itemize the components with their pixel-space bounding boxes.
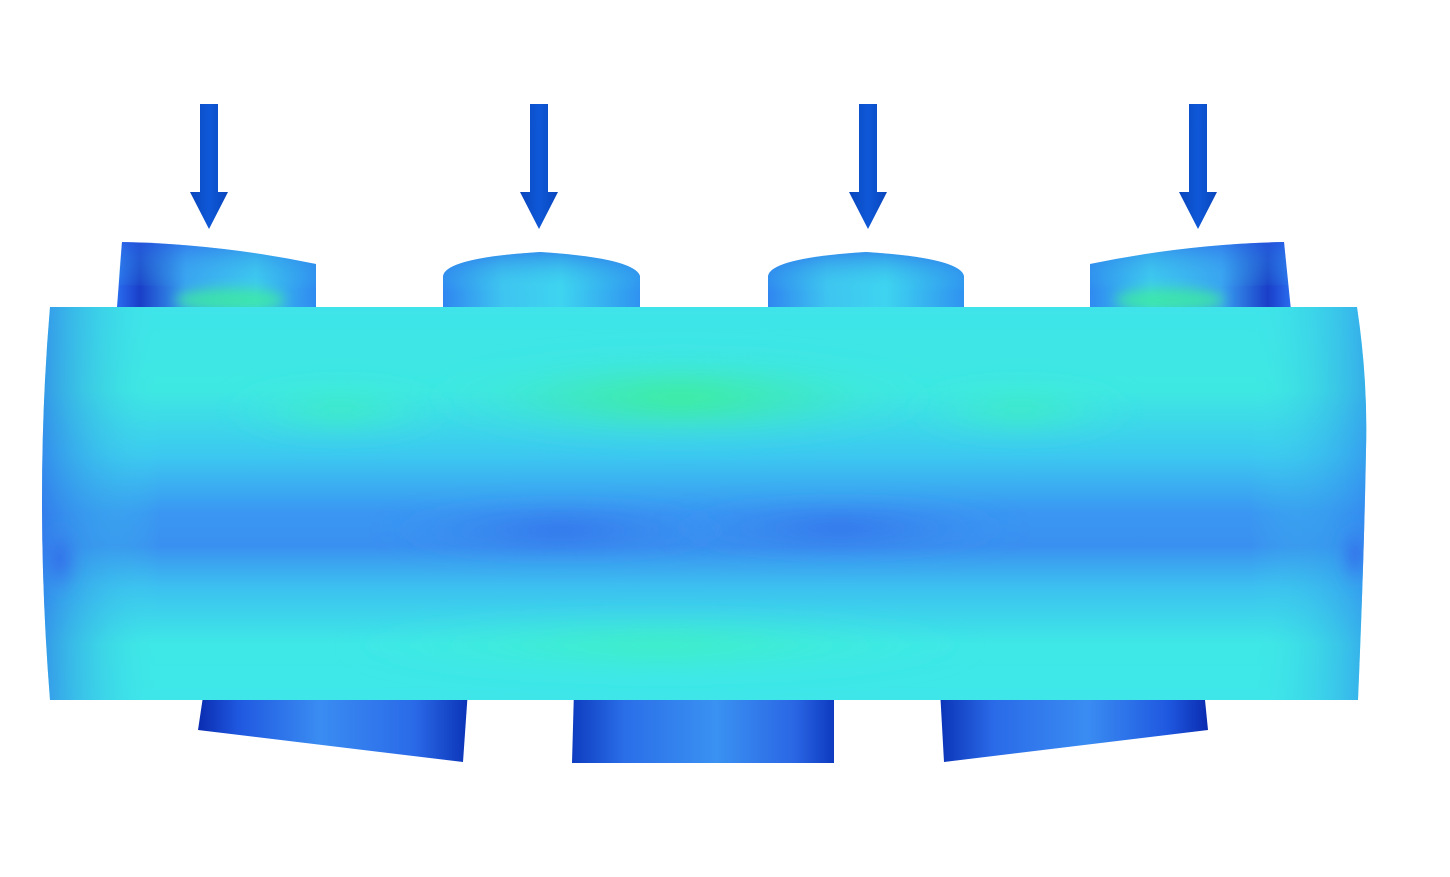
bottom-support-right: [940, 690, 1208, 762]
top-supports: [116, 242, 1292, 320]
arrow-down-icon: [190, 104, 228, 229]
arrow-down-icon: [849, 104, 887, 229]
load-arrows: [190, 104, 1217, 229]
load-arrow-1: [190, 104, 228, 229]
load-arrow-2: [520, 104, 558, 229]
top-support-4: [1090, 242, 1292, 320]
bottom-supports: [198, 690, 1208, 763]
top-support-2: [443, 252, 640, 320]
top-support-3: [768, 252, 964, 320]
bottom-support-left: [198, 690, 468, 762]
beam-body: [42, 307, 1367, 700]
bottom-support-middle: [572, 690, 834, 763]
load-arrow-4: [1179, 104, 1217, 229]
arrow-down-icon: [520, 104, 558, 229]
top-support-1: [116, 242, 316, 320]
arrow-down-icon: [1179, 104, 1217, 229]
load-arrow-3: [849, 104, 887, 229]
